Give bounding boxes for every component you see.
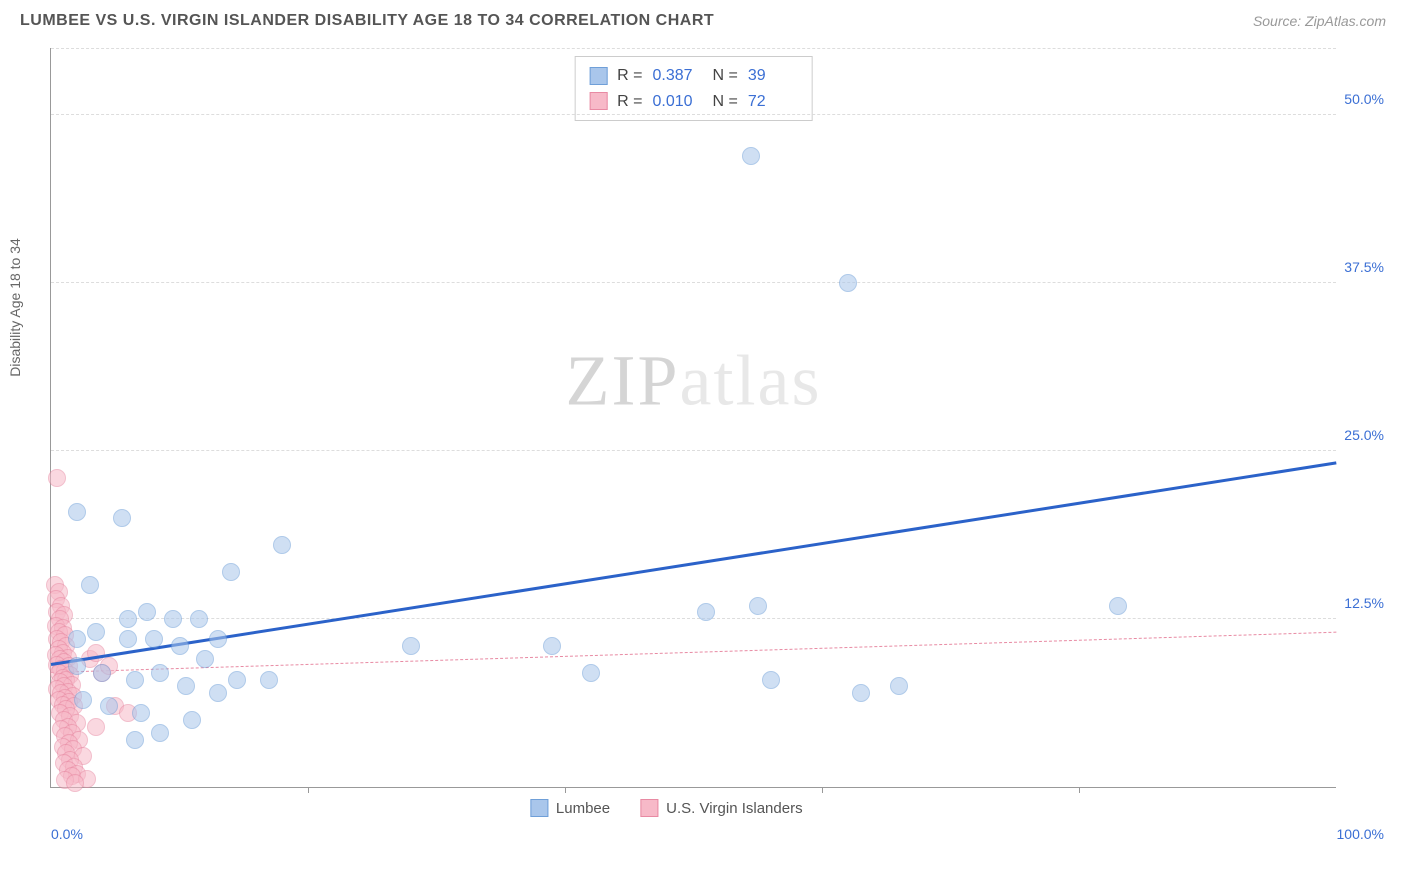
bottom-legend: Lumbee U.S. Virgin Islanders [530, 799, 803, 817]
data-point [151, 664, 169, 682]
data-point [113, 509, 131, 527]
x-min-label: 0.0% [51, 826, 83, 842]
data-point [119, 630, 137, 648]
x-tick [1079, 787, 1080, 793]
data-point [74, 691, 92, 709]
n-value-2: 72 [748, 89, 798, 115]
data-point [177, 677, 195, 695]
gridline [51, 618, 1336, 619]
x-tick [565, 787, 566, 793]
data-point [100, 697, 118, 715]
data-point [87, 718, 105, 736]
gridline [51, 450, 1336, 451]
data-point [164, 610, 182, 628]
data-point [151, 724, 169, 742]
gridline [51, 114, 1336, 115]
data-point [196, 650, 214, 668]
gridline [51, 48, 1336, 49]
data-point [190, 610, 208, 628]
data-point [126, 731, 144, 749]
data-point [119, 610, 137, 628]
data-point [68, 503, 86, 521]
data-point [87, 623, 105, 641]
stats-row-series1: R = 0.387 N = 39 [589, 63, 798, 89]
data-point [839, 274, 857, 292]
data-point [171, 637, 189, 655]
data-point [209, 630, 227, 648]
legend-label-2: U.S. Virgin Islanders [666, 800, 802, 817]
data-point [68, 657, 86, 675]
data-point [273, 536, 291, 554]
data-point [228, 671, 246, 689]
x-max-label: 100.0% [1337, 826, 1384, 842]
legend-swatch-1 [530, 799, 548, 817]
data-point [209, 684, 227, 702]
swatch-series2 [589, 92, 607, 110]
legend-item-2: U.S. Virgin Islanders [640, 799, 802, 817]
y-tick-label: 50.0% [1344, 91, 1384, 107]
legend-label-1: Lumbee [556, 800, 610, 817]
data-point [762, 671, 780, 689]
x-tick [822, 787, 823, 793]
data-point [183, 711, 201, 729]
data-point [145, 630, 163, 648]
watermark: ZIPatlas [566, 339, 822, 422]
data-point [742, 147, 760, 165]
r-value-2: 0.010 [653, 89, 703, 115]
data-point [543, 637, 561, 655]
data-point [138, 603, 156, 621]
source-label: Source: ZipAtlas.com [1253, 13, 1386, 29]
data-point [697, 603, 715, 621]
data-point [132, 704, 150, 722]
chart-area: Disability Age 18 to 34 ZIPatlas R = 0.3… [50, 38, 1386, 838]
data-point [1109, 597, 1127, 615]
data-point [48, 469, 66, 487]
data-point [126, 671, 144, 689]
chart-title: LUMBEE VS U.S. VIRGIN ISLANDER DISABILIT… [20, 12, 714, 30]
data-point [852, 684, 870, 702]
gridline [51, 282, 1336, 283]
data-point [582, 664, 600, 682]
trend-line [51, 631, 1336, 672]
trend-line [51, 462, 1336, 667]
stats-row-series2: R = 0.010 N = 72 [589, 89, 798, 115]
data-point [66, 774, 84, 792]
chart-header: LUMBEE VS U.S. VIRGIN ISLANDER DISABILIT… [0, 0, 1406, 38]
data-point [890, 677, 908, 695]
y-tick-label: 37.5% [1344, 259, 1384, 275]
y-tick-label: 25.0% [1344, 427, 1384, 443]
data-point [749, 597, 767, 615]
scatter-plot: ZIPatlas R = 0.387 N = 39 R = 0.010 N = … [50, 48, 1336, 788]
correlation-stats-box: R = 0.387 N = 39 R = 0.010 N = 72 [574, 56, 813, 121]
data-point [402, 637, 420, 655]
y-tick-label: 12.5% [1344, 595, 1384, 611]
swatch-series1 [589, 67, 607, 85]
data-point [93, 664, 111, 682]
data-point [68, 630, 86, 648]
data-point [81, 576, 99, 594]
n-value-1: 39 [748, 63, 798, 89]
data-point [260, 671, 278, 689]
legend-item-1: Lumbee [530, 799, 610, 817]
legend-swatch-2 [640, 799, 658, 817]
data-point [222, 563, 240, 581]
y-axis-label: Disability Age 18 to 34 [7, 238, 23, 377]
r-value-1: 0.387 [653, 63, 703, 89]
x-tick [308, 787, 309, 793]
